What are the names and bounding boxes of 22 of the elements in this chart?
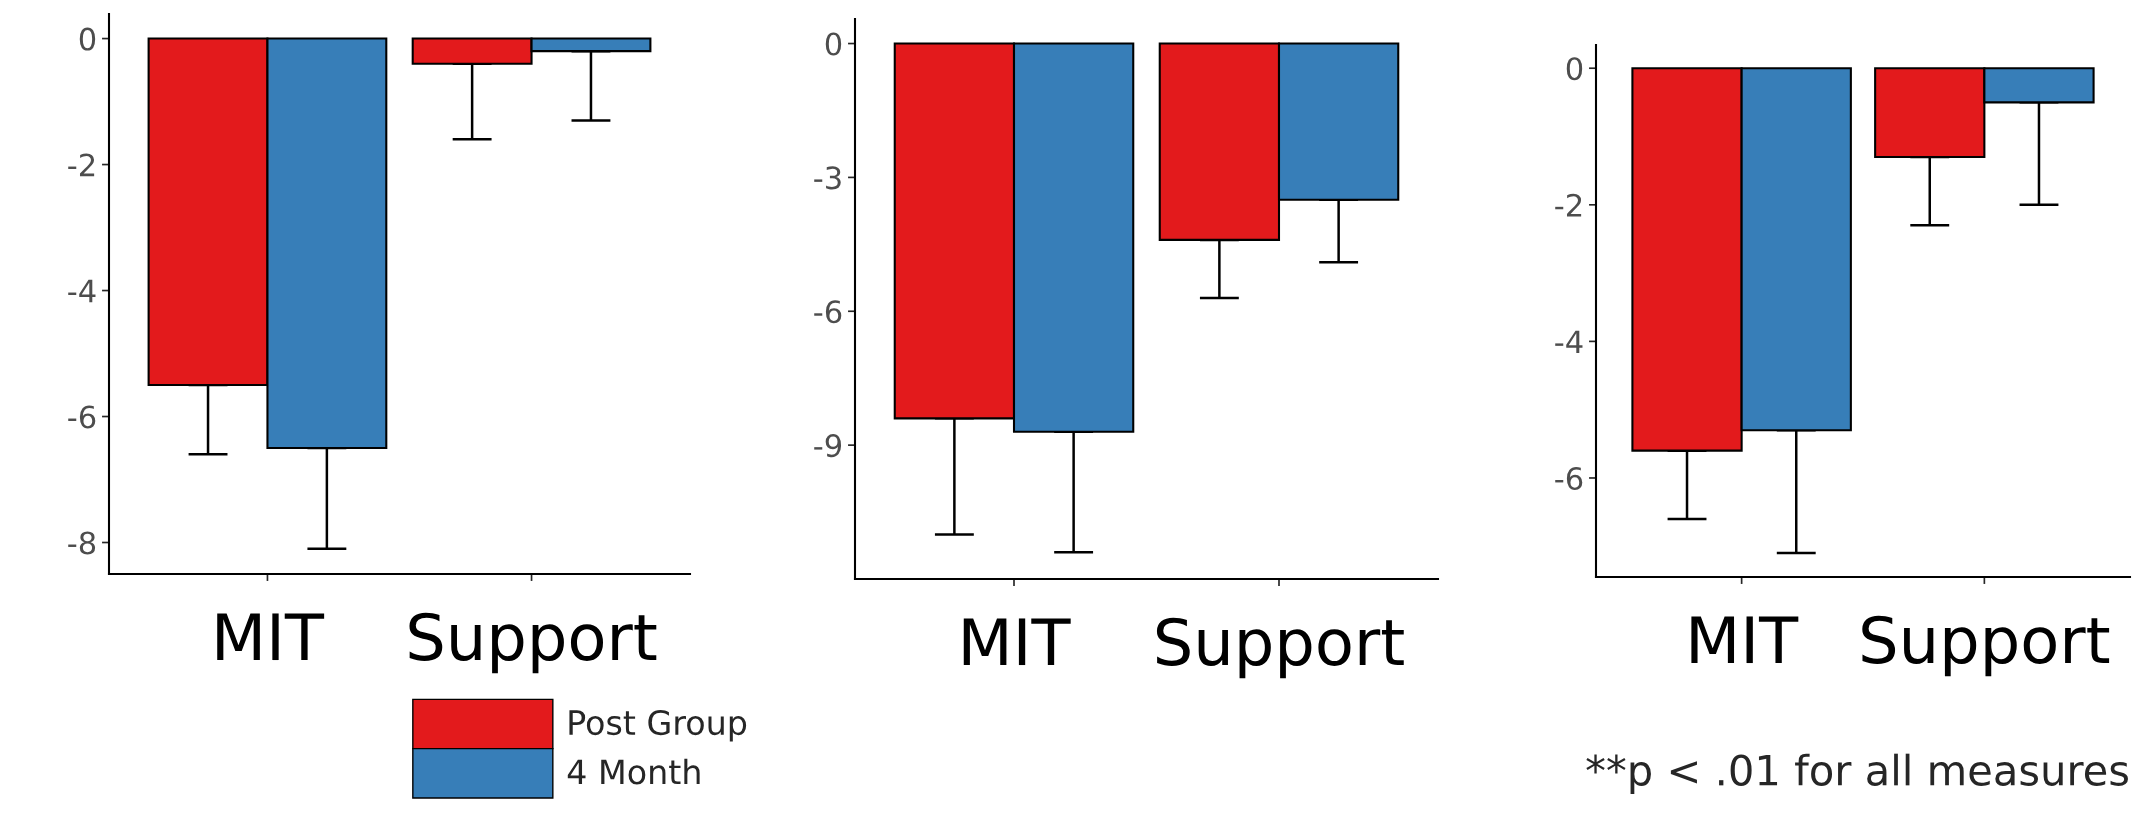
x-tick-label: MIT [1691,616,1799,664]
y-tick-label: 0 [825,32,842,56]
y-tick-label: -4 [68,279,96,303]
y-tick-label: -3 [814,166,841,190]
legend-label: 4 Month [567,758,700,785]
y-tick-label: -6 [1555,466,1583,491]
x-tick-label: MIT [963,618,1071,666]
y-tick-label: -8 [68,531,96,555]
text: **p < .01 for all measures [1586,753,2128,794]
y-tick-label: 0 [1566,57,1583,81]
y-tick-label: -6 [68,405,96,429]
y-tick-label: -2 [68,153,95,177]
x-tick-label: Support [1156,617,1404,679]
y-tick-label: -6 [814,300,842,324]
y-tick-label: 0 [79,27,96,51]
legend-label: Post Group [569,709,747,742]
y-tick-label: -9 [814,434,842,458]
x-tick-label: Support [409,612,657,674]
x-tick-label: MIT [217,613,325,661]
y-tick-label: -2 [1555,193,1582,217]
x-tick-label: Support [1862,615,2110,677]
y-tick-label: -4 [1555,330,1583,353]
